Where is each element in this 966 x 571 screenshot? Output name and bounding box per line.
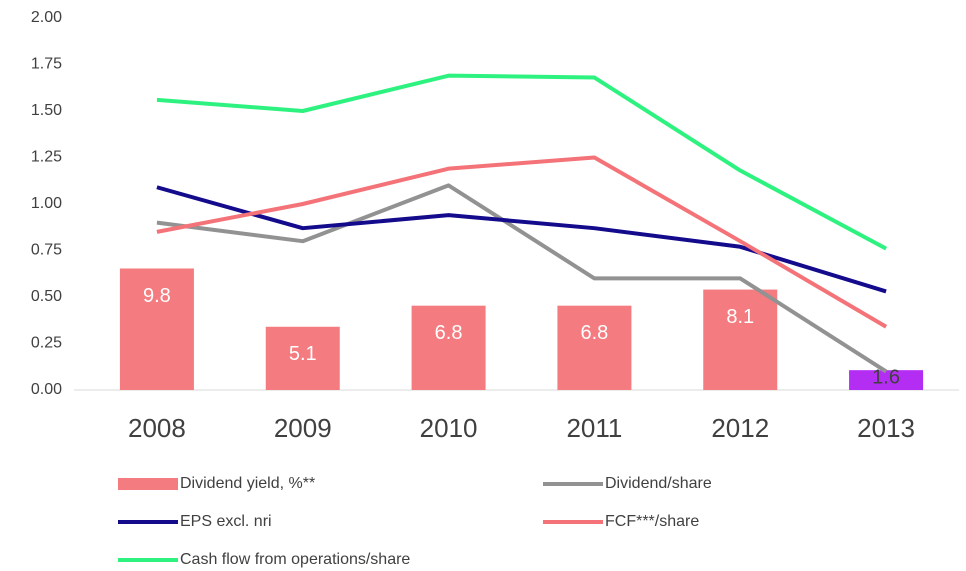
- legend-label: Cash flow from operations/share: [180, 551, 410, 568]
- x-tick-label: 2012: [711, 413, 769, 443]
- y-tick-label: 2.00: [31, 9, 62, 26]
- data-label: 1.6: [872, 366, 900, 388]
- legend-label: Dividend yield, %**: [180, 475, 315, 492]
- data-label: 6.8: [435, 322, 463, 344]
- data-label: 8.1: [726, 306, 754, 328]
- line: [156, 155, 888, 329]
- y-tick-label: 1.75: [31, 56, 62, 73]
- data-label: 5.1: [289, 343, 317, 365]
- bar: [119, 268, 194, 390]
- y-tick-label: 0.75: [31, 242, 62, 259]
- y-tick-label: 0.25: [31, 335, 62, 352]
- bar: [411, 305, 486, 390]
- x-tick-label: 2009: [274, 413, 332, 443]
- bar: [265, 326, 340, 390]
- x-tick-label: 2011: [566, 413, 622, 443]
- y-tick-label: 1.25: [31, 149, 62, 166]
- x-tick-label: 2010: [420, 413, 478, 443]
- line: [156, 183, 888, 374]
- legend-swatch: [118, 478, 178, 490]
- bar: [849, 370, 924, 390]
- x-tick-label: 2008: [128, 413, 186, 443]
- y-tick-label: 0.50: [31, 288, 62, 305]
- x-tick-label: 2013: [857, 413, 915, 443]
- line: [156, 73, 888, 251]
- y-tick-label: 1.50: [31, 102, 62, 119]
- legend-label: Dividend/share: [605, 475, 712, 492]
- data-label: 6.8: [581, 322, 609, 344]
- data-label: 9.8: [143, 285, 171, 307]
- bar: [703, 289, 778, 390]
- y-tick-label: 0.00: [31, 381, 62, 398]
- legend-label: EPS excl. nri: [180, 513, 272, 530]
- legend-label: FCF***/share: [605, 513, 699, 530]
- bar: [557, 305, 632, 390]
- line: [156, 185, 887, 294]
- y-tick-label: 1.00: [31, 195, 62, 212]
